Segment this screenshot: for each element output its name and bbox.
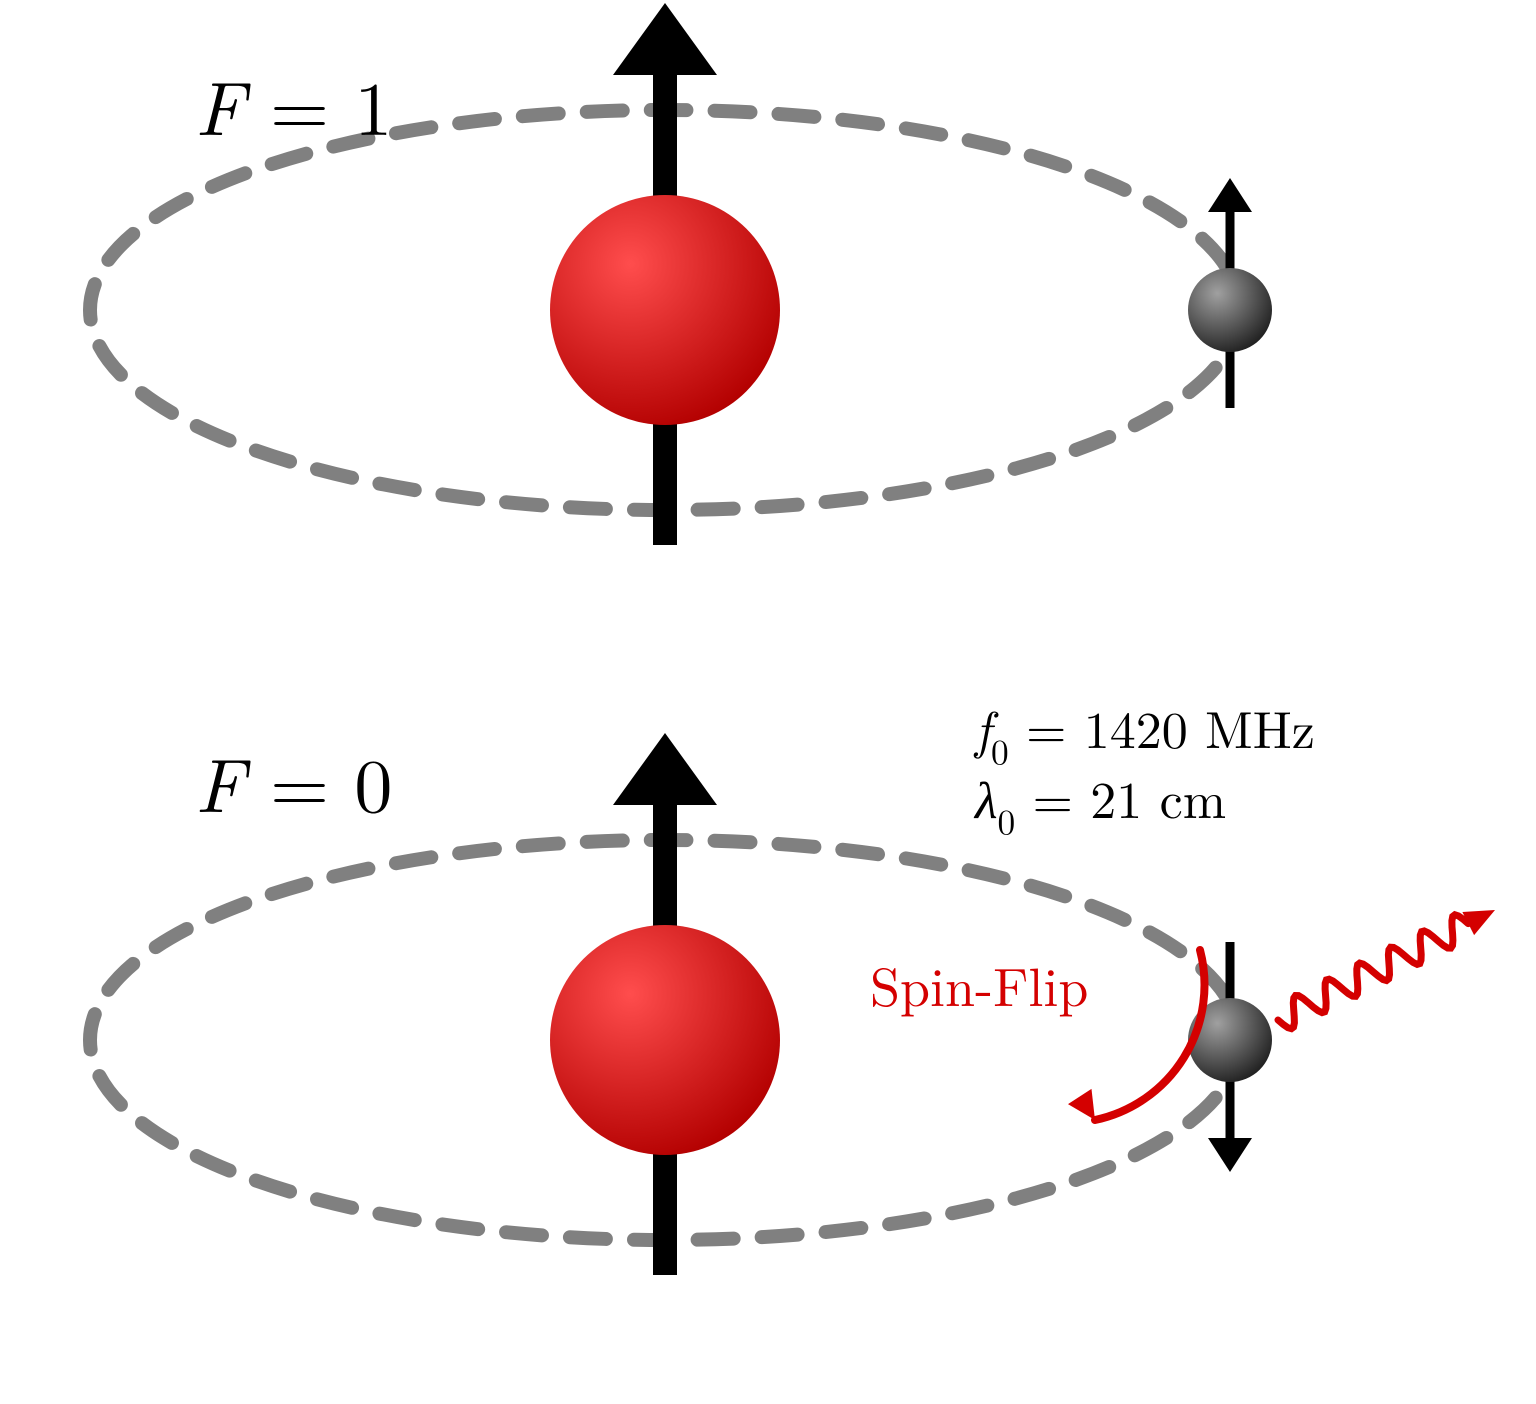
label-f0: F = 0 bbox=[195, 727, 392, 835]
state-f0-electron-spin-head bbox=[1208, 1138, 1252, 1172]
state-f1-electron-spin-head bbox=[1208, 178, 1252, 212]
photon-wave bbox=[1278, 915, 1468, 1029]
spinflip-arc bbox=[1095, 950, 1205, 1120]
state-f1-electron bbox=[1188, 268, 1272, 352]
label-f1: F = 1 bbox=[195, 50, 392, 158]
spinflip-arc-head bbox=[1068, 1089, 1095, 1120]
state-f0-proton bbox=[550, 925, 780, 1155]
spinflip-label: Spin-Flip bbox=[870, 945, 1088, 1022]
state-f0-proton-spin-head bbox=[613, 733, 717, 805]
wavelength-label: λ0 = 21 cm bbox=[973, 760, 1226, 845]
state-f1-proton-spin-head bbox=[613, 3, 717, 75]
state-f1-proton bbox=[550, 195, 780, 425]
